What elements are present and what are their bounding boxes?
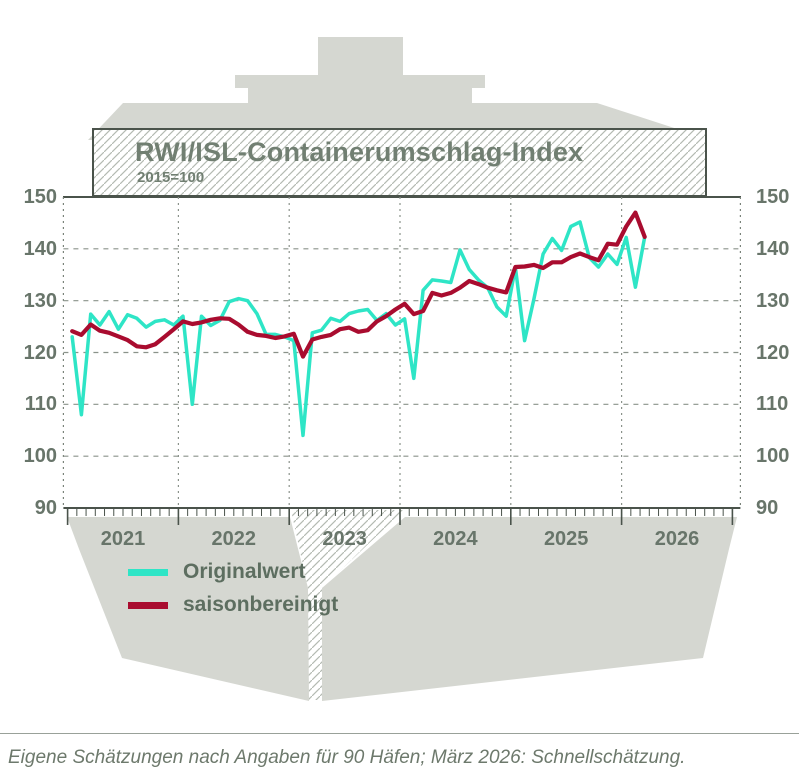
legend-item: Originalwert — [128, 560, 388, 584]
legend-swatch-icon — [128, 569, 168, 576]
footer-note: Eigene Schätzungen nach Angaben für 90 H… — [8, 747, 686, 768]
ship-funnel-block — [318, 37, 403, 77]
series-lines — [70, 210, 647, 438]
x-axis-label: 2022 — [211, 528, 257, 550]
page-title: RWI/ISL-Containerumschlag-Index — [135, 137, 584, 167]
y-axis-label-left: 110 — [24, 393, 57, 416]
hull-right-panel — [322, 517, 737, 701]
series-originalwert — [70, 220, 647, 438]
legend-item: saisonbereinigt — [128, 593, 388, 617]
y-axis-label-left: 130 — [23, 289, 57, 312]
y-axis-label-right: 150 — [756, 186, 790, 208]
y-axis-label-right: 120 — [756, 341, 790, 364]
y-axis-label-right: 100 — [756, 445, 790, 468]
x-axis-ruler — [63, 507, 741, 525]
hull-left-panel — [67, 517, 309, 701]
y-axis-label-right: 140 — [756, 237, 790, 260]
x-axis-label: 2023 — [322, 528, 367, 550]
page-subtitle: 2015=100 — [137, 169, 205, 186]
title-box — [92, 128, 707, 197]
x-axis-label: 2021 — [100, 528, 146, 550]
y-axis-label-left: 140 — [23, 237, 57, 260]
series-saisonbereinigt — [70, 210, 647, 359]
legend-label: saisonbereinigt — [183, 593, 339, 616]
legend-label: Originalwert — [183, 560, 306, 583]
hull-bow-hatch-wedge — [291, 510, 404, 700]
y-axis-label-right: 130 — [756, 289, 790, 312]
x-axis-label: 2024 — [433, 528, 478, 550]
y-axis-label-left: 90 — [34, 497, 57, 519]
y-axis-label-left: 100 — [23, 445, 57, 468]
ship-bridge-tier — [235, 75, 485, 104]
ship-superstructure — [88, 37, 702, 140]
gridlines — [63, 197, 741, 508]
footer-divider — [0, 733, 799, 734]
legend-swatch-icon — [128, 602, 168, 609]
ship-hull — [67, 510, 737, 701]
y-axis-label-left: 120 — [23, 341, 57, 364]
x-axis-label: 2025 — [543, 528, 589, 550]
x-axis-label: 2026 — [654, 528, 700, 550]
y-axis-label-left: 150 — [23, 186, 57, 208]
y-axis-label-right: 90 — [756, 497, 779, 519]
y-axis-label-right: 110 — [756, 393, 789, 416]
